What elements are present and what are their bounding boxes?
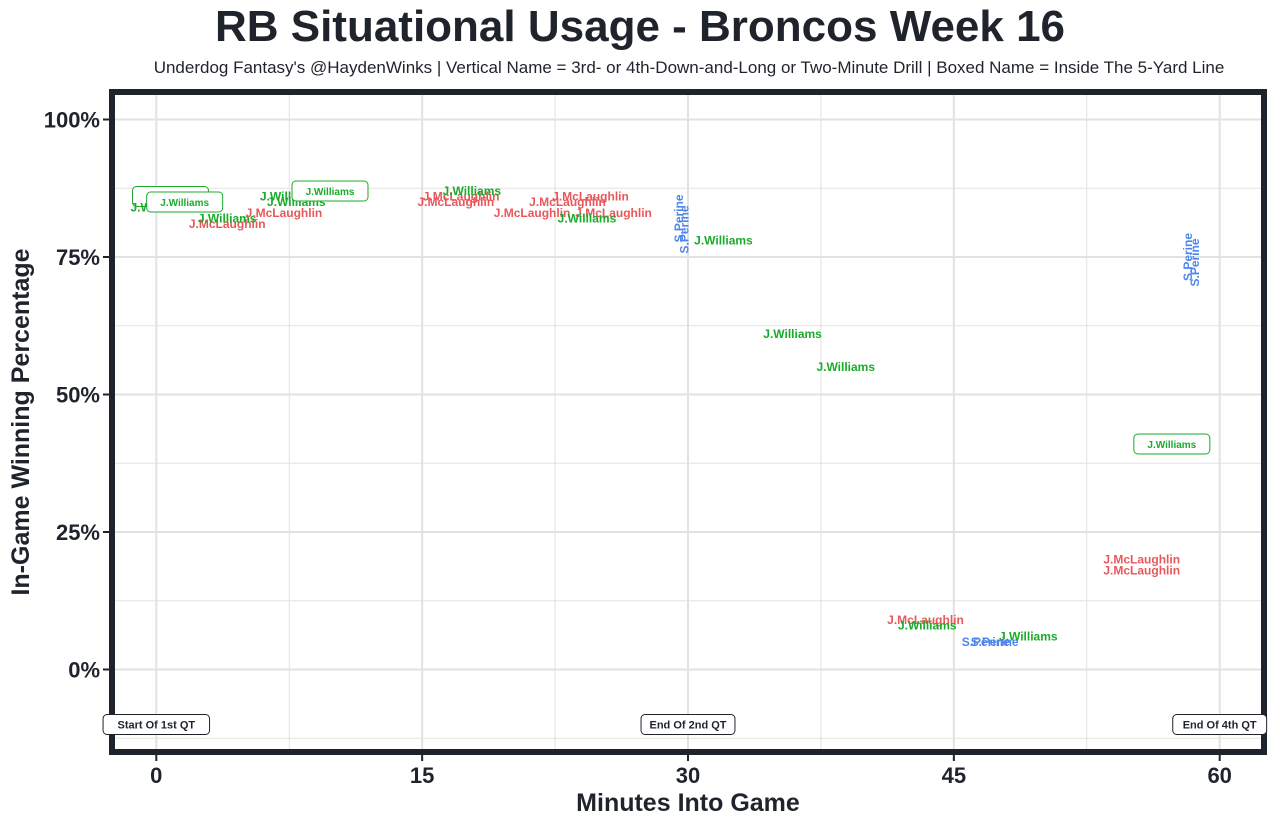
point-j-williams-boxed: J.Williams bbox=[146, 191, 224, 213]
point-j-williams-normal: J.Williams bbox=[558, 212, 617, 226]
point-box bbox=[1133, 433, 1211, 455]
annotation-box bbox=[640, 714, 736, 735]
x-tick-label: 15 bbox=[410, 763, 434, 788]
point-s-perine-vertical: S.Perine bbox=[672, 194, 686, 242]
point-j-mclaughlin-normal: J.McLaughlin bbox=[575, 206, 652, 220]
x-tick-label: 60 bbox=[1207, 763, 1231, 788]
point-label: J.Williams bbox=[306, 187, 355, 198]
annotation-label: End Of 2nd QT bbox=[650, 720, 727, 732]
annotation-end-of-2nd-qt: End Of 2nd QT bbox=[640, 714, 736, 735]
point-j-mclaughlin-normal: J.McLaughlin bbox=[1103, 553, 1180, 567]
annotation-label: Start Of 1st QT bbox=[117, 720, 195, 732]
point-s-perine-vertical: S.Perine bbox=[677, 205, 691, 253]
x-tick-label: 0 bbox=[150, 763, 162, 788]
point-j-williams-normal: J.Williams bbox=[898, 619, 957, 633]
x-tick-label: 45 bbox=[942, 763, 966, 788]
point-label: J.Williams bbox=[160, 198, 209, 209]
point-j-mclaughlin-normal: J.McLaughlin bbox=[494, 206, 571, 220]
point-j-mclaughlin-normal: J.McLaughlin bbox=[1103, 564, 1180, 578]
point-s-perine-normal: S.Perine bbox=[962, 635, 1010, 649]
annotation-box bbox=[102, 714, 211, 735]
annotation-start-of-1st-qt: Start Of 1st QT bbox=[102, 714, 211, 735]
point-j-mclaughlin-normal: J.McLaughlin bbox=[887, 613, 964, 627]
point-j-mclaughlin-normal: J.McLaughlin bbox=[189, 217, 266, 231]
point-layer: J.WilliamsJ.WilliamsJ.WilliamsJ.McLaughl… bbox=[131, 180, 1211, 649]
annotation-label: End Of 4th QT bbox=[1183, 720, 1257, 732]
point-box bbox=[291, 180, 369, 202]
y-tick-label: 0% bbox=[68, 658, 100, 683]
point-j-mclaughlin-normal: J.McLaughlin bbox=[552, 190, 629, 204]
point-j-williams-normal: J.Williams bbox=[198, 212, 257, 226]
point-j-williams-normal: J.Williams bbox=[816, 360, 875, 374]
tick-layer: 0 15 30 45 60 0% 25% 50% 75% 100% bbox=[44, 108, 1232, 789]
point-j-williams-normal: J.Williams bbox=[763, 327, 822, 341]
point-j-williams-normal: J.Williams bbox=[999, 630, 1058, 644]
y-axis-label: In-Game Winning Percentage bbox=[7, 248, 35, 595]
x-axis-label: Minutes Into Game bbox=[576, 789, 800, 817]
point-s-perine-vertical: S.Perine bbox=[1188, 238, 1202, 286]
y-tick-label: 100% bbox=[44, 108, 100, 133]
annotation-layer: Start Of 1st QT End Of 2nd QT End Of 4th Q… bbox=[102, 714, 1268, 735]
x-tick-label: 30 bbox=[676, 763, 700, 788]
plot-frame bbox=[109, 89, 1267, 755]
point-j-mclaughlin-normal: J.McLaughlin bbox=[417, 195, 494, 209]
point-j-williams-normal: J.Williams bbox=[694, 234, 753, 248]
chart-subtitle: Underdog Fantasy's @HaydenWinks | Vertic… bbox=[153, 58, 1225, 77]
point-j-mclaughlin-normal: J.McLaughlin bbox=[246, 206, 323, 220]
point-j-williams-normal: J.Williams bbox=[442, 184, 501, 198]
point-s-perine-vertical: S.Perine bbox=[1181, 233, 1195, 281]
point-j-williams-boxed: J.Williams bbox=[1133, 433, 1211, 455]
annotation-box bbox=[1172, 714, 1268, 735]
y-tick-label: 25% bbox=[56, 520, 100, 545]
chart-title: RB Situational Usage - Broncos Week 16 bbox=[214, 2, 1066, 51]
point-j-mclaughlin-normal: J.McLaughlin bbox=[423, 190, 500, 204]
point-j-williams-boxed: J.Williams bbox=[291, 180, 369, 202]
point-label: J.Williams bbox=[1147, 440, 1196, 451]
y-tick-label: 75% bbox=[56, 245, 100, 270]
annotation-end-of-4th-qt: End Of 4th QT bbox=[1172, 714, 1268, 735]
y-tick-label: 50% bbox=[56, 383, 100, 408]
point-j-mclaughlin-normal: J.McLaughlin bbox=[529, 195, 606, 209]
point-s-perine-normal: S.Perine bbox=[971, 635, 1019, 649]
point-box bbox=[146, 191, 224, 213]
